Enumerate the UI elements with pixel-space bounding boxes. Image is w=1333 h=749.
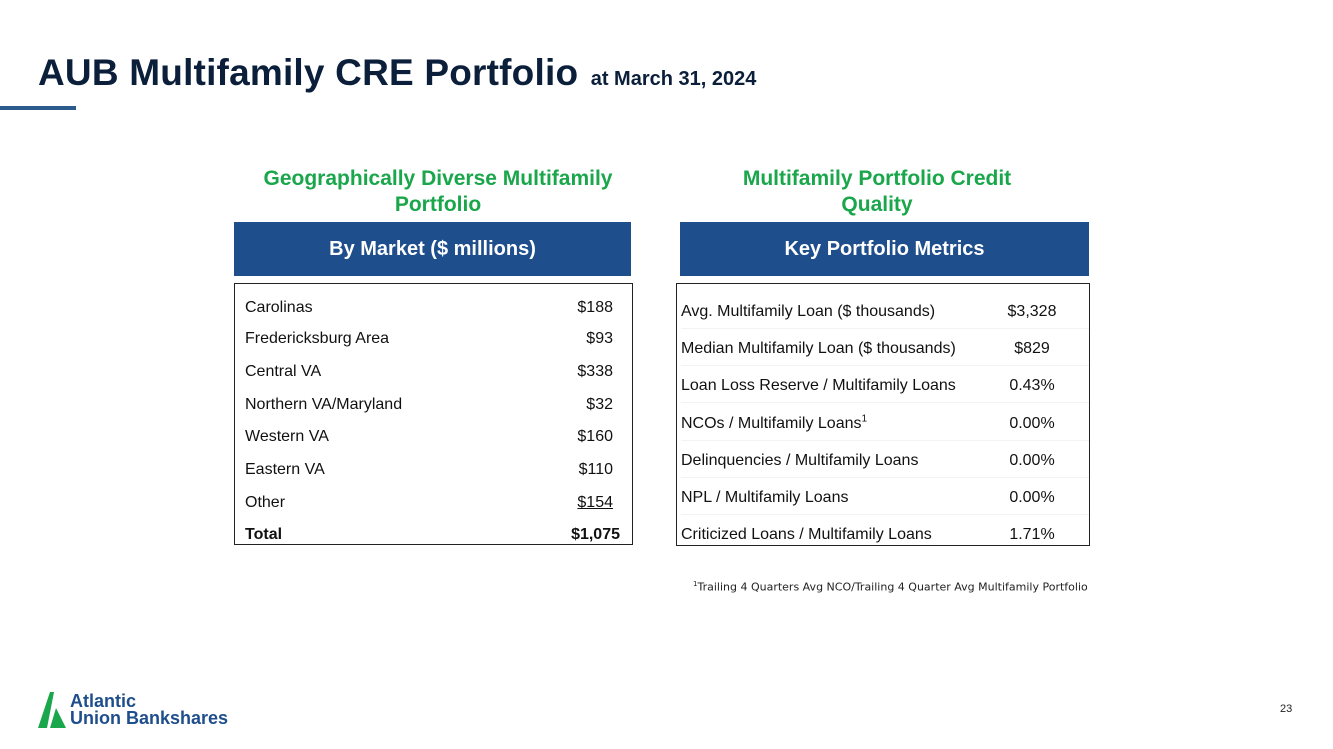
left-section-heading: Geographically Diverse Multifamily Portf… — [236, 166, 640, 218]
row-value: $160 — [577, 428, 613, 445]
left-heading-line1: Geographically Diverse Multifamily — [263, 167, 613, 190]
table-row: Fredericksburg Area $93 — [245, 327, 613, 351]
row-value: $32 — [586, 396, 613, 413]
row-value: $110 — [578, 461, 613, 478]
row-label: Loan Loss Reserve / Multifamily Loans — [681, 377, 956, 394]
row-value: 1.71% — [1009, 526, 1055, 543]
table-row: Central VA $338 — [245, 360, 613, 384]
left-heading-line2: Portfolio — [394, 193, 482, 216]
company-logo: Atlantic Union Bankshares — [38, 692, 228, 728]
table-row: Delinquencies / Multifamily Loans 0.00% — [681, 445, 1089, 478]
table-row: Carolinas $188 — [245, 296, 613, 320]
row-label: Fredericksburg Area — [245, 330, 390, 347]
row-value: 0.00% — [1009, 415, 1055, 432]
row-label: Median Multifamily Loan ($ thousands) — [681, 340, 956, 357]
row-value: $338 — [577, 363, 613, 380]
row-label: Western VA — [245, 428, 329, 445]
title-main: AUB Multifamily CRE Portfolio — [38, 52, 579, 93]
table-row: NPL / Multifamily Loans 0.00% — [681, 482, 1089, 515]
logo-line1: Atlantic — [70, 691, 137, 711]
row-label: Carolinas — [245, 299, 313, 316]
right-heading-line2: Quality — [841, 193, 913, 216]
right-heading-line1: Multifamily Portfolio Credit — [742, 167, 1012, 190]
table-row: NCOs / Multifamily Loans1 0.00% — [681, 408, 1089, 441]
table-row: Eastern VA $110 — [245, 458, 613, 482]
footnote-marker: 1 — [861, 413, 868, 425]
row-label: Northern VA/Maryland — [245, 396, 403, 413]
logo-wordmark: Atlantic Union Bankshares — [70, 691, 229, 728]
row-value: 0.00% — [1009, 452, 1055, 469]
row-label: Eastern VA — [245, 461, 325, 478]
row-value: $3,328 — [1007, 303, 1057, 320]
table-row: Criticized Loans / Multifamily Loans 1.7… — [681, 519, 1089, 551]
row-value: $154 — [577, 494, 613, 511]
row-label: Delinquencies / Multifamily Loans — [681, 452, 919, 469]
row-value: 0.00% — [1009, 489, 1055, 506]
table-row: Loan Loss Reserve / Multifamily Loans 0.… — [681, 370, 1089, 403]
row-label-with-footnote: NCOs / Multifamily Loans1 — [681, 413, 989, 433]
table-row: Northern VA/Maryland $32 — [245, 393, 613, 417]
market-table-header: By Market ($ millions) — [234, 222, 631, 276]
row-value: $188 — [577, 299, 613, 316]
page-number: 23 — [1280, 703, 1293, 715]
title-date: at March 31, 2024 — [590, 68, 757, 90]
slide-title: AUB Multifamily CRE Portfolio at March 3… — [38, 52, 756, 94]
table-row: Median Multifamily Loan ($ thousands) $8… — [681, 333, 1089, 366]
footnote-text: Trailing 4 Quarters Avg NCO/Trailing 4 Q… — [697, 580, 1088, 594]
market-table: Carolinas $188 Fredericksburg Area $93 C… — [234, 283, 633, 545]
row-label: Other — [245, 494, 286, 511]
total-value: $1,075 — [571, 526, 620, 543]
title-underline — [0, 106, 76, 110]
table-row: Other $154 — [245, 491, 613, 515]
row-label: Criticized Loans / Multifamily Loans — [681, 526, 932, 543]
total-row: Total $1,075 — [245, 523, 620, 547]
metrics-table-header: Key Portfolio Metrics — [680, 222, 1089, 276]
row-label: Central VA — [245, 363, 322, 380]
right-section-heading: Multifamily Portfolio Credit Quality — [680, 166, 1074, 218]
row-label: NPL / Multifamily Loans — [681, 489, 849, 506]
row-value: 0.43% — [1009, 377, 1055, 394]
aub-logo-mark-icon — [38, 692, 66, 728]
footnote: 1Trailing 4 Quarters Avg NCO/Trailing 4 … — [693, 580, 1088, 594]
row-label: Avg. Multifamily Loan ($ thousands) — [681, 303, 936, 320]
logo-line2: Union Bankshares — [70, 708, 229, 728]
footnote-number: 1 — [693, 580, 698, 588]
table-row: Avg. Multifamily Loan ($ thousands) $3,3… — [681, 296, 1089, 329]
row-value: $93 — [586, 330, 613, 347]
metrics-table: Avg. Multifamily Loan ($ thousands) $3,3… — [676, 283, 1090, 546]
table-row: Western VA $160 — [245, 425, 613, 449]
row-label: NCOs / Multifamily Loans — [681, 415, 862, 432]
row-value: $829 — [1014, 340, 1050, 357]
total-label: Total — [245, 526, 283, 543]
